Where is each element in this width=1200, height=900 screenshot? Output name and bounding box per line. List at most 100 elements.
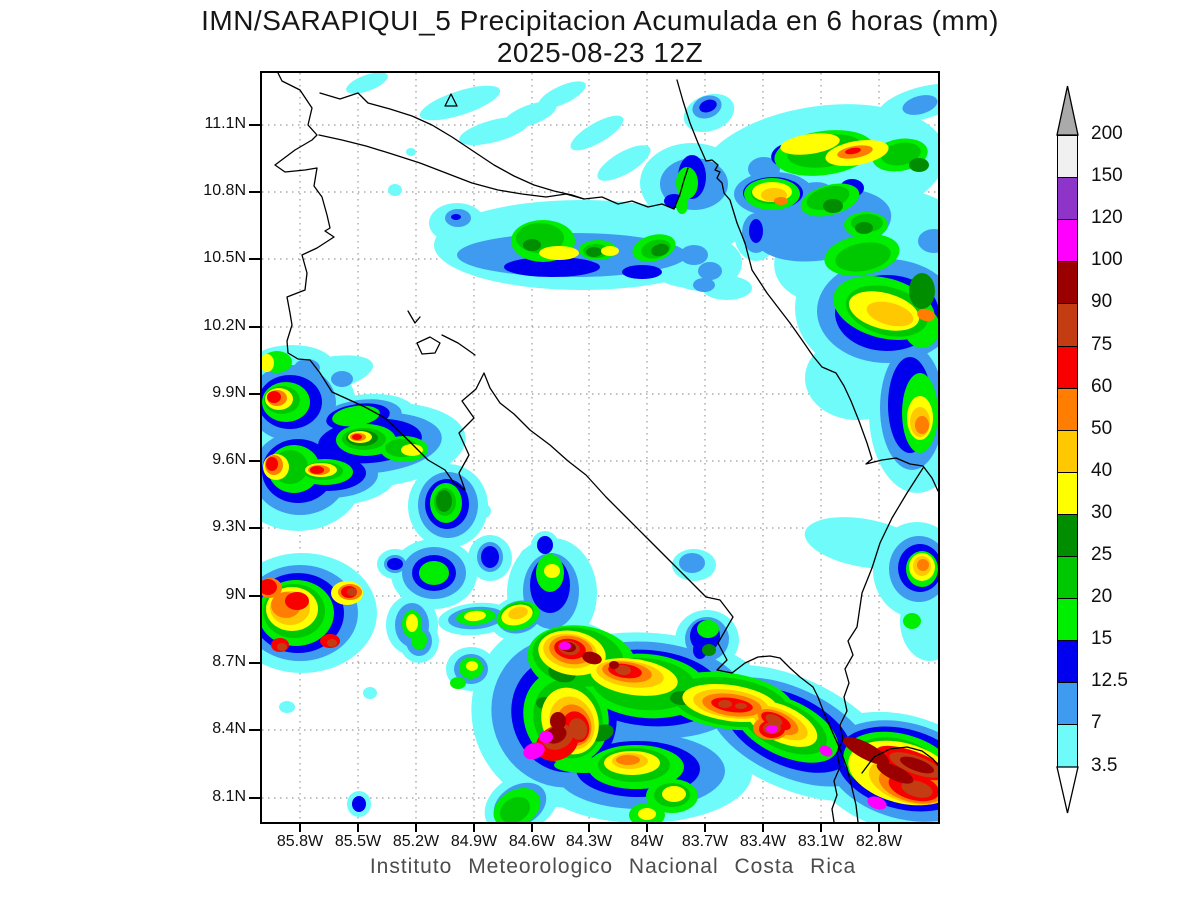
lake-nicaragua-shore [319, 92, 585, 200]
coastlines [274, 73, 938, 822]
colorbar-label: 7 [1091, 712, 1102, 733]
colorbar-box [1057, 219, 1078, 262]
precip-cell-level-11 [876, 762, 914, 784]
y-tick-label: 10.8N [203, 182, 246, 199]
precip-cell-level-1 [918, 229, 938, 253]
precip-cell-level-5 [651, 243, 669, 257]
ometepe-island [444, 93, 458, 107]
precip-cell-level-9 [845, 147, 861, 155]
precip-cell-level-1 [679, 553, 705, 573]
precip-cell-level-2 [504, 257, 600, 277]
precip-cell-level-3 [554, 757, 614, 773]
precip-cell-level-12 [539, 731, 553, 743]
y-tick-mark [249, 595, 261, 597]
x-tick-mark [357, 824, 359, 832]
precip-cell-level-12 [867, 796, 887, 810]
precip-cell-level-11 [582, 651, 602, 665]
colorbar-over-arrow [1056, 85, 1079, 136]
precip-cell-level-9 [266, 457, 278, 471]
x-tick-label: 85.5W [334, 833, 382, 850]
precip-cell-level-11 [550, 712, 566, 730]
precip-cell-level-2 [352, 796, 366, 812]
precip-cell-level-5 [523, 239, 541, 251]
colorbar-box [1057, 430, 1078, 473]
precip-cell-level-2 [699, 99, 717, 113]
colorbar-box [1057, 598, 1078, 641]
y-tick-mark [249, 393, 261, 395]
precip-cell-level-6 [601, 246, 619, 256]
arenal-inlet [407, 310, 421, 324]
precip-cell-level-0 [597, 145, 651, 181]
x-tick-mark [531, 824, 533, 832]
colorbar-box [1057, 303, 1078, 347]
precip-cell-level-8 [917, 559, 929, 571]
x-tick-label: 83.4W [739, 833, 787, 850]
colorbar-label: 50 [1091, 418, 1113, 439]
lake-arenal [416, 336, 441, 355]
precip-cell-level-9 [262, 579, 277, 595]
colorbar-label: 75 [1091, 334, 1113, 355]
x-tick-mark [878, 824, 880, 832]
x-tick-label: 84.9W [450, 833, 498, 850]
precip-cell-level-12 [559, 642, 571, 650]
x-tick-mark [646, 824, 648, 832]
x-tick-label: 82.8W [855, 833, 903, 850]
y-tick-label: 9.3N [212, 518, 246, 535]
y-tick-mark [249, 797, 261, 799]
precip-cell-level-12 [819, 745, 833, 757]
x-tick-label: 83.7W [681, 833, 729, 850]
precip-cell-level-0 [388, 184, 402, 196]
precip-cell-level-0 [363, 687, 377, 699]
precip-cell-level-3 [411, 630, 427, 650]
precip-cell-level-12 [766, 725, 778, 733]
precip-cell-level-4 [835, 242, 891, 272]
precip-cell-level-10 [735, 703, 747, 709]
precip-cell-level-1 [698, 262, 722, 280]
precip-cell-level-9 [267, 391, 281, 403]
x-tick-label: 84W [630, 833, 664, 850]
precip-cell-level-10 [901, 780, 933, 798]
precip-cell-level-11 [609, 661, 619, 669]
y-tick-label: 8.1N [212, 788, 246, 805]
precip-cell-level-0 [279, 701, 295, 713]
precipitation-shading [262, 73, 938, 822]
colorbar-label: 30 [1091, 502, 1113, 523]
colorbar-label: 150 [1091, 165, 1123, 186]
precip-cell-level-7 [508, 606, 528, 620]
precip-cell-level-6 [262, 354, 274, 372]
colorbar-label: 3.5 [1091, 755, 1118, 776]
x-tick-mark [820, 824, 822, 832]
precip-cell-level-10 [277, 643, 287, 651]
colorbar-label: 25 [1091, 544, 1113, 565]
precip-cell-level-2 [387, 558, 403, 570]
y-tick-label: 11.1N [204, 115, 246, 132]
precip-cell-level-9 [352, 434, 362, 440]
x-tick-mark [299, 824, 301, 832]
colorbar-box [1057, 261, 1078, 304]
x-tick-mark [415, 824, 417, 832]
precip-cell-level-6 [406, 614, 418, 632]
precip-cell-level-3 [450, 677, 466, 689]
precip-cell-level-6 [401, 444, 423, 456]
precip-cell-level-5 [586, 247, 602, 257]
precip-cell-level-0 [406, 148, 416, 156]
y-tick-label: 10.2N [203, 317, 246, 334]
colorbar-label: 15 [1091, 628, 1113, 649]
precip-cell-level-5 [436, 490, 452, 512]
precip-cell-level-0 [419, 85, 501, 121]
costa-rica-panama-border [831, 467, 924, 822]
precip-cell-level-8 [915, 416, 929, 434]
precip-cell-level-5 [909, 158, 929, 172]
y-tick-mark [249, 662, 261, 664]
precip-cell-level-12 [523, 742, 545, 760]
colorbar-box [1057, 472, 1078, 515]
colorbar-box [1057, 514, 1078, 557]
y-tick-mark [249, 124, 261, 126]
x-tick-mark [704, 824, 706, 832]
precip-cell-level-3 [332, 405, 380, 427]
attribution-text: Instituto Meteorologico Nacional Costa R… [369, 855, 857, 878]
colorbar-label: 60 [1091, 376, 1113, 397]
precip-cell-level-5 [909, 273, 935, 309]
colorbar-box [1057, 682, 1078, 725]
